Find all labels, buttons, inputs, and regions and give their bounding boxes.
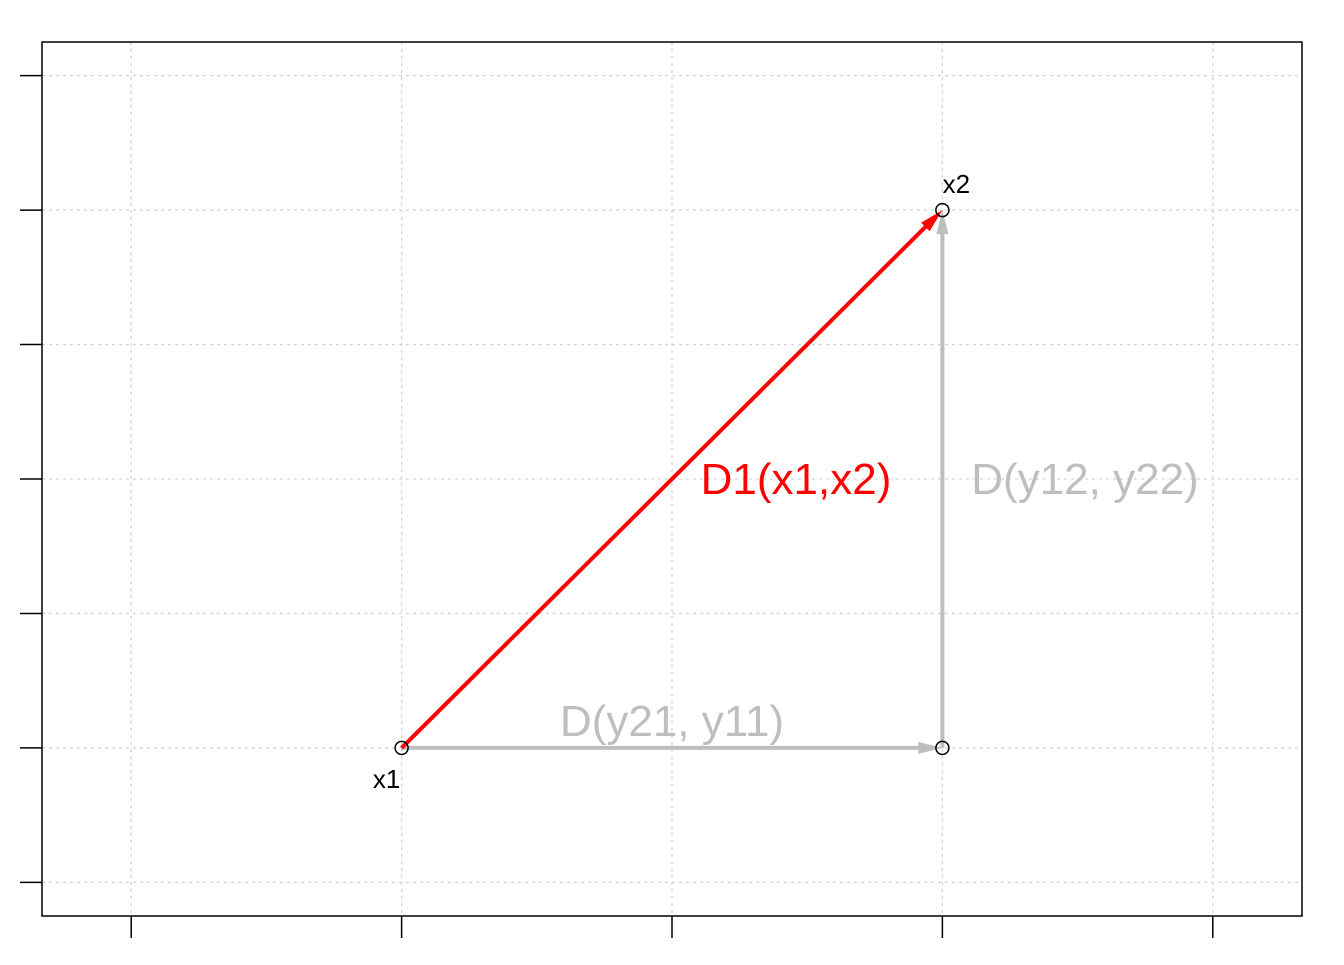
arrow-label-d-y21-y11: D(y21, y11) — [560, 697, 784, 746]
arrow-head-d-y21-y11 — [918, 741, 943, 754]
point-x1 — [394, 740, 409, 756]
axis-layer — [20, 41, 1303, 938]
arrow-layer — [400, 210, 949, 754]
point-label-x2: x2 — [943, 169, 970, 199]
point-layer — [394, 202, 950, 756]
point-x2 — [935, 202, 950, 218]
arrow-label-d1-x1-x2: D1(x1,x2) — [701, 455, 892, 504]
label-layer: x1 x2 D(y21, y11) D(y12, y22) D1(x1,x2) — [373, 169, 1199, 794]
arrow-head-d1-x1-x2 — [921, 210, 943, 232]
point-corner — [935, 740, 950, 756]
point-label-x1: x1 — [373, 764, 400, 794]
arrow-head-d-y12-y22 — [936, 210, 949, 235]
arrow-shaft-d1-x1-x2 — [400, 224, 929, 750]
arrow-label-d-y12-y22: D(y12, y22) — [971, 455, 1198, 504]
